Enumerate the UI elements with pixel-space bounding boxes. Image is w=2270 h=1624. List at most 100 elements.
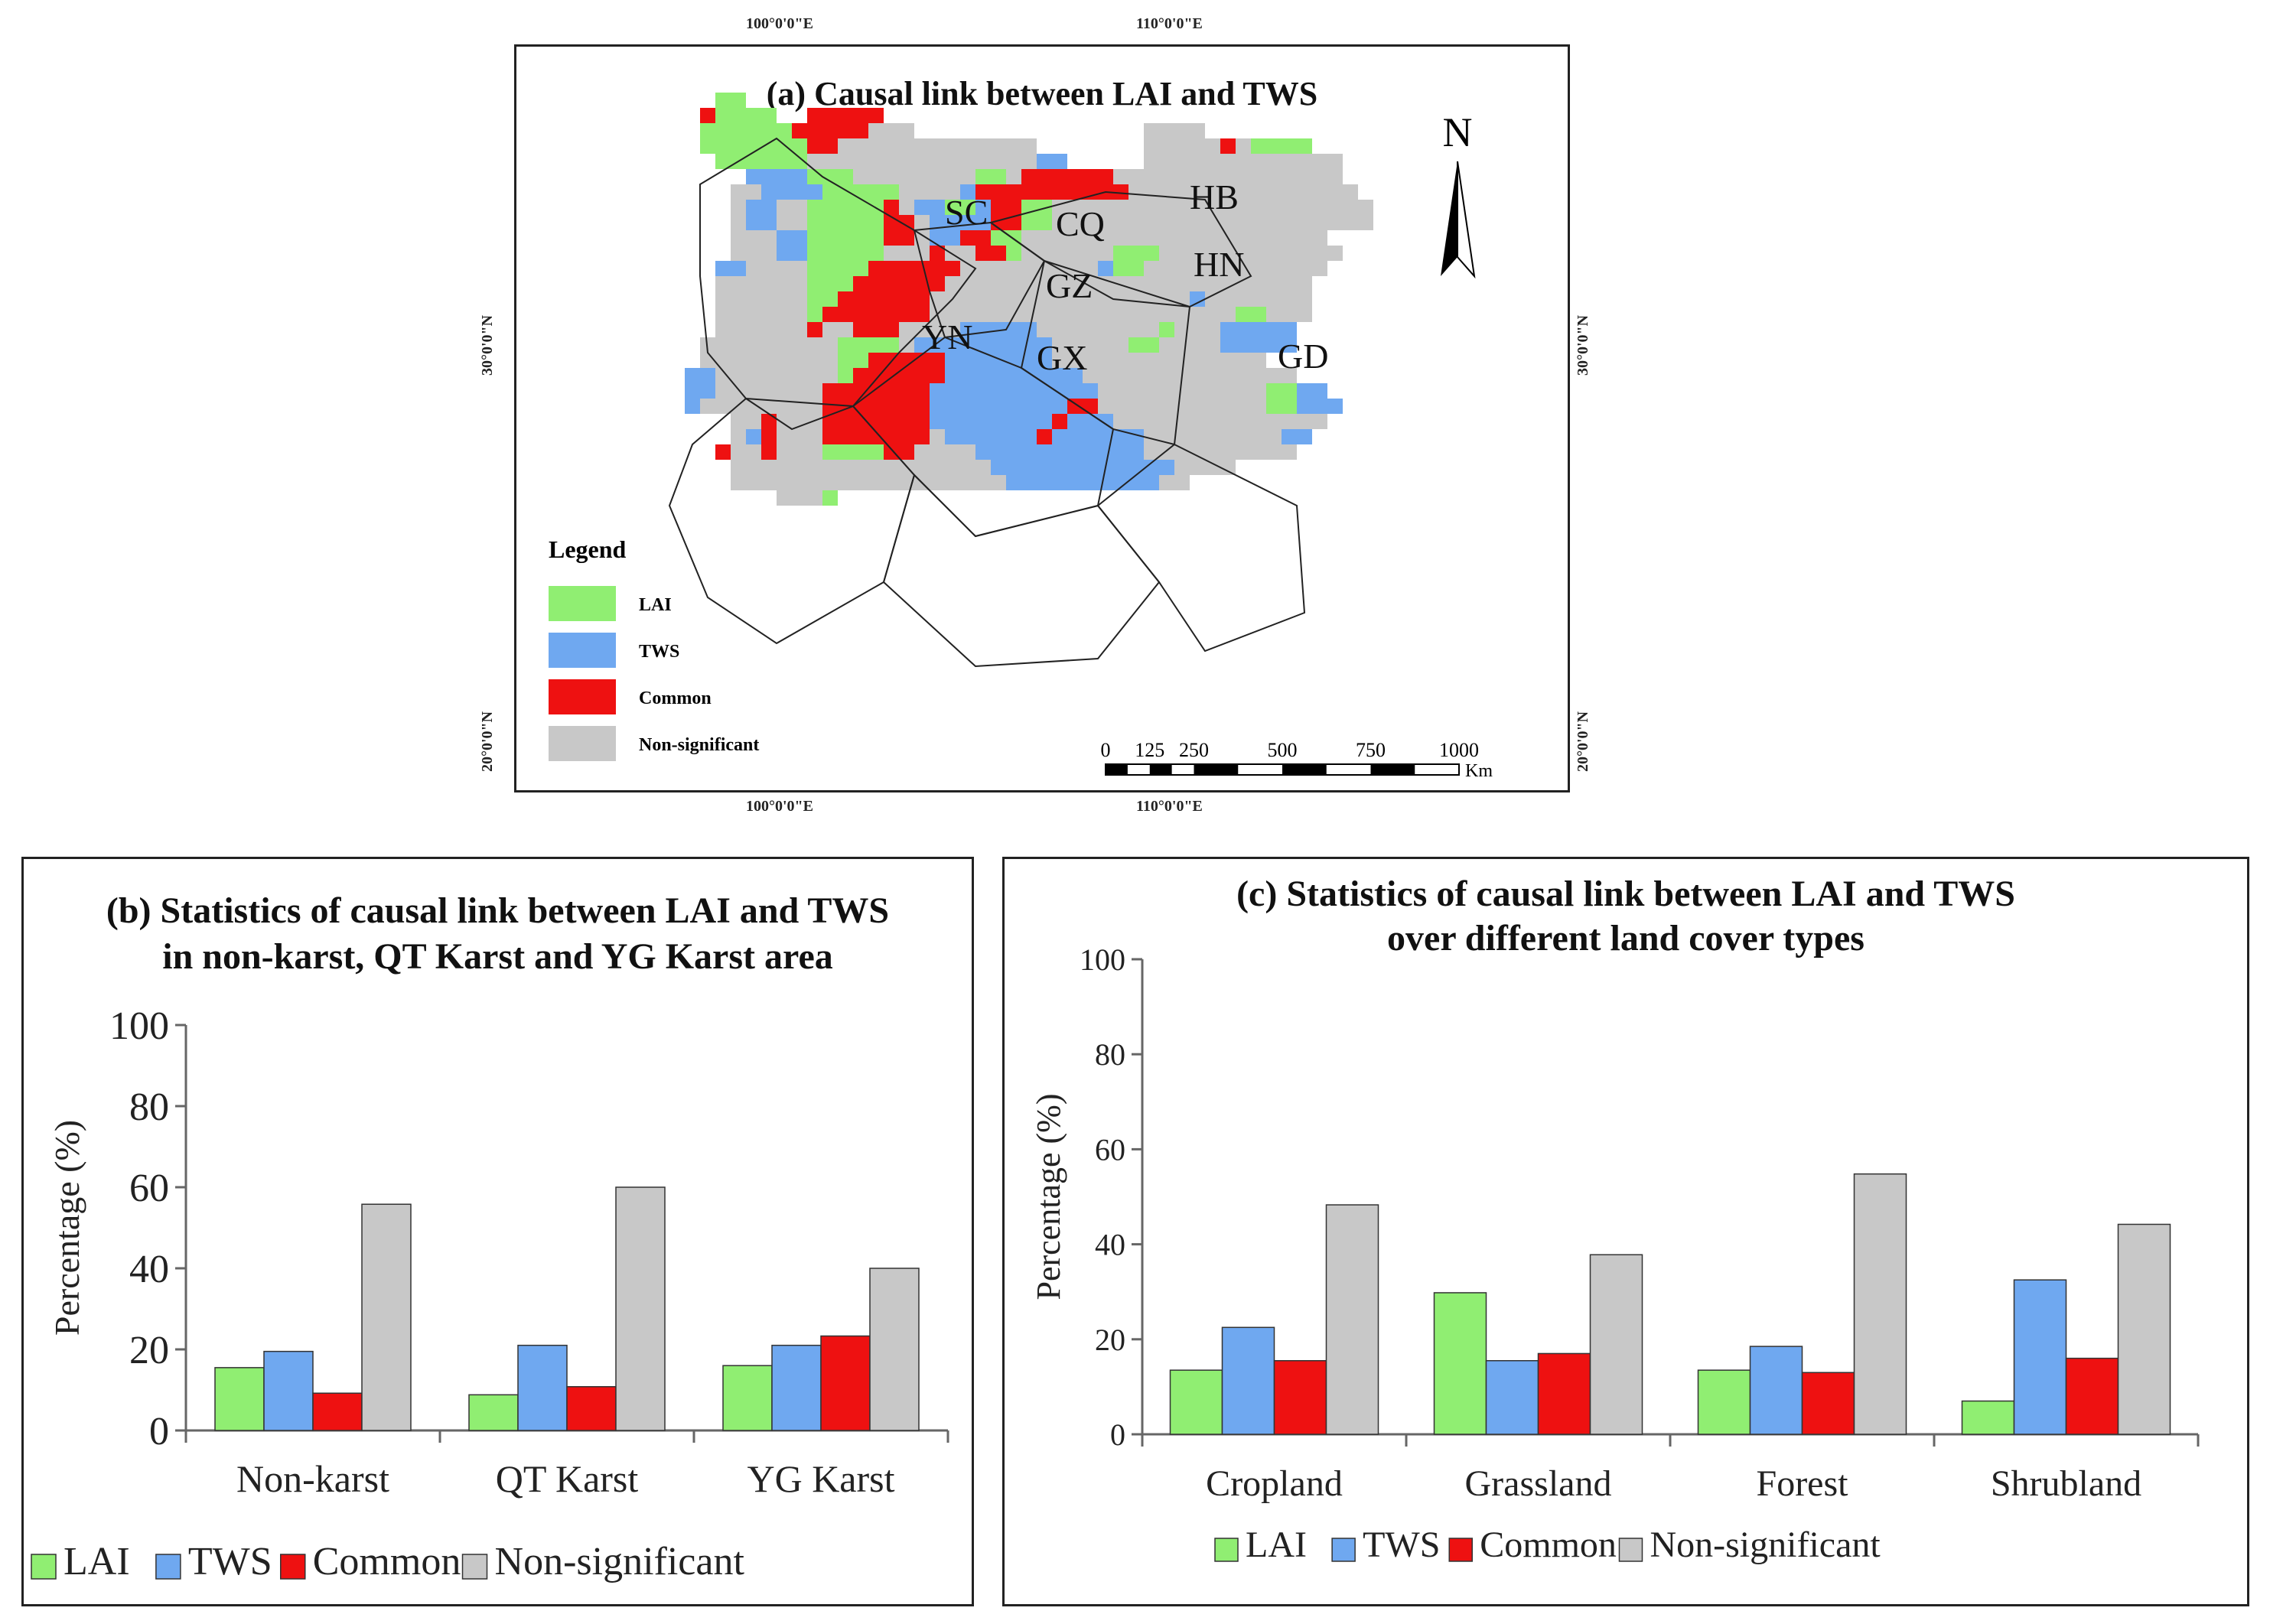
province-label-yn: YN	[922, 317, 972, 356]
scale-tick-label: 500	[1268, 739, 1298, 761]
map-cell	[1021, 429, 1037, 444]
map-cell	[975, 261, 991, 276]
map-cell	[715, 368, 731, 383]
map-cell	[1144, 399, 1159, 414]
map-cell	[1174, 138, 1190, 154]
map-cell	[807, 246, 822, 261]
map-cell	[1266, 322, 1282, 337]
map-cell	[731, 246, 746, 261]
legend-label-tws: TWS	[639, 642, 679, 662]
map-cell	[914, 154, 930, 169]
map-cell	[746, 123, 761, 138]
map-cell	[1236, 383, 1251, 399]
map-cell	[715, 399, 731, 414]
map-cell	[1144, 368, 1159, 383]
map-cell	[746, 307, 761, 322]
map-cell	[930, 337, 945, 353]
map-cell	[914, 337, 930, 353]
map-cell	[1220, 261, 1236, 276]
map-cell	[761, 184, 777, 200]
map-cell	[807, 322, 822, 337]
map-cell	[930, 215, 945, 230]
map-cell	[914, 200, 930, 215]
map-cell	[960, 383, 975, 399]
map-cell	[1083, 307, 1098, 322]
coord-left-20: 20°0'0"N	[479, 711, 497, 773]
map-cell	[746, 353, 761, 368]
map-cell	[1021, 383, 1037, 399]
map-cell	[1159, 246, 1174, 261]
map-cell	[1098, 169, 1113, 184]
map-cell	[731, 123, 746, 138]
map-cell	[884, 414, 899, 429]
map-cell	[1067, 399, 1083, 414]
map-cell	[1006, 169, 1021, 184]
map-cell	[1205, 291, 1220, 307]
map-cell	[792, 307, 807, 322]
map-cell	[1174, 276, 1190, 291]
map-cell	[1144, 444, 1159, 460]
map-cell	[899, 399, 914, 414]
map-cell	[1144, 383, 1159, 399]
map-cell	[1098, 215, 1113, 230]
map-cell	[1144, 307, 1159, 322]
map-cell	[868, 108, 884, 123]
map-cell	[1006, 276, 1021, 291]
map-cell	[1006, 414, 1021, 429]
map-cell	[731, 138, 746, 154]
map-cell	[1052, 246, 1067, 261]
scale-tick-label: 250	[1179, 739, 1209, 761]
map-cell	[1174, 429, 1190, 444]
map-cell	[1021, 246, 1037, 261]
map-cell	[914, 261, 930, 276]
map-cell	[777, 123, 792, 138]
map-cell	[1098, 353, 1113, 368]
map-cell	[1113, 337, 1128, 353]
map-cell	[1021, 184, 1037, 200]
map-cell	[731, 200, 746, 215]
province-label-sc: SC	[945, 193, 988, 232]
map-cell	[1205, 414, 1220, 429]
map-cell	[1190, 215, 1205, 230]
map-cell	[731, 215, 746, 230]
map-cell	[761, 276, 777, 291]
chart-c-category-label: Grassland	[1465, 1463, 1612, 1504]
map-cell	[1159, 460, 1174, 475]
map-cell	[1144, 261, 1159, 276]
map-cell	[1113, 276, 1128, 291]
chart-b-y-tick-label: 80	[129, 1085, 169, 1129]
map-cell	[1327, 246, 1343, 261]
map-cell	[884, 169, 899, 184]
map-cell	[807, 337, 822, 353]
map-cell	[715, 291, 731, 307]
map-cell	[899, 123, 914, 138]
map-cell	[991, 169, 1006, 184]
map-cell	[1052, 429, 1067, 444]
map-cell	[1236, 414, 1251, 429]
map-cell	[746, 200, 761, 215]
map-cell	[822, 460, 838, 475]
map-cell	[1236, 353, 1251, 368]
chart-c-legend-swatch-non-significant	[1618, 1538, 1643, 1562]
map-cell	[1037, 261, 1052, 276]
map-cell	[1159, 154, 1174, 169]
map-cell	[1144, 429, 1159, 444]
chart-c-bar-common	[1801, 1372, 1855, 1435]
map-cell	[731, 291, 746, 307]
map-cell	[1282, 154, 1297, 169]
map-cell	[761, 154, 777, 169]
chart-b-bar-tws	[771, 1344, 822, 1431]
map-cell	[1282, 230, 1297, 246]
coord-right-30: 30°0'0"N	[1575, 314, 1592, 376]
map-cell	[1312, 169, 1327, 184]
map-cell	[884, 123, 899, 138]
map-cell	[777, 414, 792, 429]
map-cell	[1220, 138, 1236, 154]
map-cell	[1190, 261, 1205, 276]
map-cell	[1113, 460, 1128, 475]
map-cell	[991, 460, 1006, 475]
map-cell	[1067, 460, 1083, 475]
map-cell	[1159, 230, 1174, 246]
map-cell	[1128, 429, 1144, 444]
map-cell	[777, 490, 792, 506]
